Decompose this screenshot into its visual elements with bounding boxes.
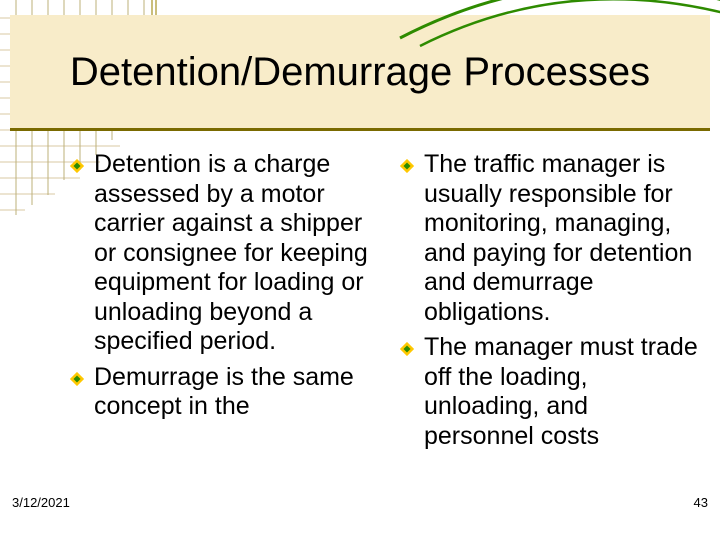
slide-title: Detention/Demurrage Processes (70, 50, 650, 94)
body-columns: Detention is a charge assessed by a moto… (70, 150, 700, 540)
bullet-icon (70, 372, 84, 386)
title-band: Detention/Demurrage Processes (10, 15, 710, 131)
footer: 3/12/2021 43 (12, 492, 708, 510)
list-item: Demurrage is the same concept in the (70, 363, 370, 422)
right-column: The traffic manager is usually responsib… (400, 150, 700, 540)
bullet-icon (400, 342, 414, 356)
list-item: The manager must trade off the loading, … (400, 333, 700, 451)
bullet-text: Demurrage is the same concept in the (94, 363, 370, 422)
list-item: The traffic manager is usually responsib… (400, 150, 700, 327)
bullet-text: The traffic manager is usually responsib… (424, 150, 700, 327)
bullet-icon (400, 159, 414, 173)
footer-date: 3/12/2021 (12, 495, 70, 510)
bullet-icon (70, 159, 84, 173)
left-column: Detention is a charge assessed by a moto… (70, 150, 370, 540)
list-item: Detention is a charge assessed by a moto… (70, 150, 370, 357)
bullet-text: Detention is a charge assessed by a moto… (94, 150, 370, 357)
slide: Detention/Demurrage Processes Detention … (0, 0, 720, 540)
bullet-text: The manager must trade off the loading, … (424, 333, 700, 451)
footer-page-number: 43 (694, 495, 708, 510)
